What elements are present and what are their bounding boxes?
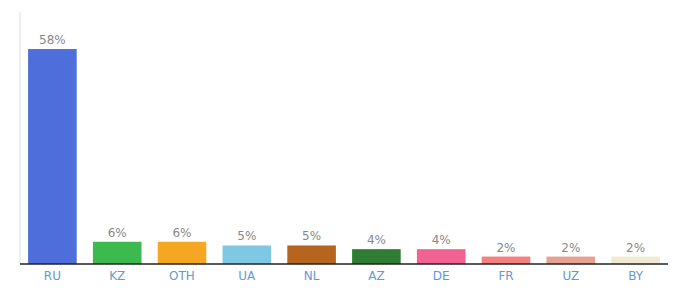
data-label: 58%: [39, 33, 66, 47]
data-label: 2%: [626, 241, 645, 255]
x-axis-line: [20, 263, 668, 265]
x-tick-label: NL: [304, 269, 320, 283]
data-label: 4%: [367, 233, 386, 247]
data-labels: 58% 6% 6% 5% 5% 4% 4% 2% 2% 2%: [39, 33, 645, 255]
bar: [611, 257, 660, 264]
x-tick-label: AZ: [368, 269, 384, 283]
bars: [28, 49, 660, 264]
bar: [158, 242, 207, 264]
data-label: 2%: [496, 241, 515, 255]
data-label: 2%: [561, 241, 580, 255]
chart-svg: RU KZ OTH UA NL AZ DE FR UZ BY 58% 6% 6% 5% 5% 4% 4% 2% 2%…: [0, 0, 680, 300]
bar: [287, 245, 336, 264]
x-tick-label: RU: [44, 269, 61, 283]
data-label: 6%: [108, 226, 127, 240]
x-tick-label: DE: [433, 269, 450, 283]
x-tick-label: BY: [628, 269, 644, 283]
page: {"chart_data": {"type": "bar", "categori…: [0, 0, 680, 300]
bar: [223, 245, 272, 264]
x-tick-label: UA: [238, 269, 256, 283]
bar: [417, 249, 466, 264]
data-label: 5%: [302, 229, 321, 243]
chart-container: RU KZ OTH UA NL AZ DE FR UZ BY 58% 6% 6% 5% 5% 4% 4% 2% 2%…: [0, 0, 680, 300]
bar: [482, 257, 531, 264]
x-tick-label: FR: [498, 269, 513, 283]
bar: [547, 257, 596, 264]
y-axis-line: [20, 12, 21, 264]
bar: [352, 249, 401, 264]
bar: [93, 242, 142, 264]
bar: [28, 49, 77, 264]
data-label: 5%: [237, 229, 256, 243]
x-tick-label: KZ: [109, 269, 125, 283]
data-label: 6%: [172, 226, 191, 240]
x-tick-label: OTH: [169, 269, 195, 283]
data-label: 4%: [432, 233, 451, 247]
x-tick-labels: RU KZ OTH UA NL AZ DE FR UZ BY: [44, 269, 644, 283]
x-tick-label: UZ: [562, 269, 579, 283]
